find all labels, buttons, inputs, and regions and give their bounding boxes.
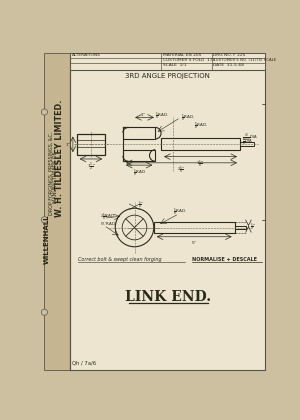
Text: $1$": $1$" bbox=[65, 141, 71, 148]
Text: DRG NO. F 225: DRG NO. F 225 bbox=[213, 53, 245, 58]
Text: W. H. TILDESLEY LIMITED.: W. H. TILDESLEY LIMITED. bbox=[55, 100, 64, 217]
Bar bbox=[70, 52, 266, 70]
Text: SCALE  1/1: SCALE 1/1 bbox=[163, 63, 187, 68]
Text: $2\frac{5}{8}$": $2\frac{5}{8}$" bbox=[177, 165, 186, 176]
Circle shape bbox=[41, 109, 47, 115]
Text: NORMALISE + DESCALE: NORMALISE + DESCALE bbox=[192, 257, 257, 262]
Text: ALTERATIONS: ALTERATIONS bbox=[72, 53, 101, 58]
Text: $5$": $5$" bbox=[191, 239, 197, 246]
Text: $\frac{5}{8}$RAD: $\frac{5}{8}$RAD bbox=[133, 168, 146, 179]
Bar bbox=[123, 127, 155, 139]
Text: MATERIAL EN 205: MATERIAL EN 205 bbox=[163, 53, 202, 58]
Text: $1$": $1$" bbox=[140, 111, 146, 118]
Text: Qh / 7a/6: Qh / 7a/6 bbox=[72, 360, 96, 365]
Text: CUSTOMER'S FOLD  173: CUSTOMER'S FOLD 173 bbox=[163, 58, 215, 63]
Text: $\frac{5}{8}$DIA: $\frac{5}{8}$DIA bbox=[242, 137, 253, 148]
Bar bbox=[77, 134, 105, 155]
Text: WILLENHALL: WILLENHALL bbox=[44, 214, 50, 264]
Text: $2\frac{5}{8}$RAD: $2\frac{5}{8}$RAD bbox=[100, 212, 116, 223]
Text: $\frac{5}{8}$": $\frac{5}{8}$" bbox=[138, 200, 143, 212]
Text: CUSTOMER'S NO. (11/75) SCALE: CUSTOMER'S NO. (11/75) SCALE bbox=[213, 58, 276, 63]
Text: $1\frac{1}{2}$": $1\frac{1}{2}$" bbox=[87, 161, 95, 173]
Text: Correct bolt & swept clean forging: Correct bolt & swept clean forging bbox=[78, 257, 162, 262]
Bar bbox=[161, 138, 240, 150]
Text: $5$\"RAD: $5$\"RAD bbox=[100, 220, 116, 227]
Bar bbox=[77, 140, 105, 147]
Bar bbox=[70, 70, 266, 370]
Text: $\frac{5}{8}$": $\frac{5}{8}$" bbox=[250, 222, 256, 233]
Text: $\frac{5}{8}$RAD.: $\frac{5}{8}$RAD. bbox=[194, 121, 208, 132]
Text: MANUFACTURERS OF: MANUFACTURERS OF bbox=[53, 152, 58, 203]
Bar bbox=[44, 52, 70, 370]
Bar bbox=[123, 150, 155, 161]
Text: $\frac{5}{8}$RAD.: $\frac{5}{8}$RAD. bbox=[181, 113, 195, 124]
Bar bbox=[240, 142, 254, 146]
Text: $\frac{40}{1000}$DIA: $\frac{40}{1000}$DIA bbox=[242, 132, 258, 144]
Circle shape bbox=[41, 217, 47, 223]
Text: LINK END.: LINK END. bbox=[124, 290, 211, 304]
Text: DATE  31-5-68: DATE 31-5-68 bbox=[213, 63, 244, 68]
Text: $\frac{5}{8}$RAD.: $\frac{5}{8}$RAD. bbox=[173, 207, 187, 218]
Circle shape bbox=[41, 309, 47, 315]
Text: $1\frac{5}{8}$": $1\frac{5}{8}$" bbox=[196, 159, 205, 170]
Text: DROP FORGINGS, PRESSINGS, &C.: DROP FORGINGS, PRESSINGS, &C. bbox=[49, 132, 54, 215]
Text: 3RD ANGLE PROJECTION: 3RD ANGLE PROJECTION bbox=[125, 73, 210, 79]
Text: $\frac{5}{8}$RAD.: $\frac{5}{8}$RAD. bbox=[155, 111, 170, 122]
Bar bbox=[235, 226, 246, 229]
Bar bbox=[154, 222, 235, 233]
